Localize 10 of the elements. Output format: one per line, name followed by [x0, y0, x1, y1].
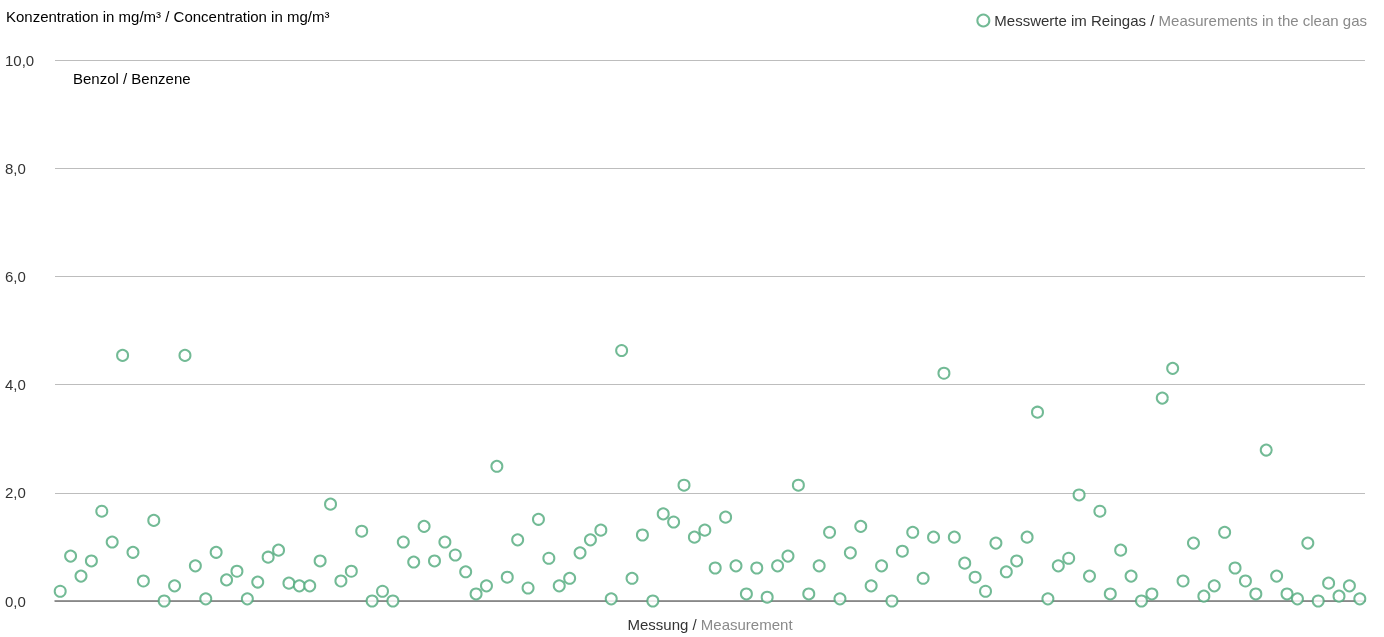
y-tick-label: 0,0 [5, 592, 26, 610]
legend-label: Messwerte im Reingas / Measurements in the clean gas [994, 12, 1368, 29]
y-axis-title: Konzentration in mg/m³ / Concentration in mg/m³ [6, 8, 330, 25]
x-axis-title: Messung / Measurement [627, 616, 794, 633]
y-tick-label: 10,0 [5, 51, 35, 69]
y-tick-label: 6,0 [5, 267, 26, 285]
y-tick-label: 2,0 [5, 484, 26, 502]
annotation: Benzol / Benzene [73, 70, 191, 87]
y-tick-label: 4,0 [5, 376, 26, 394]
y-tick-label: 8,0 [5, 159, 26, 177]
